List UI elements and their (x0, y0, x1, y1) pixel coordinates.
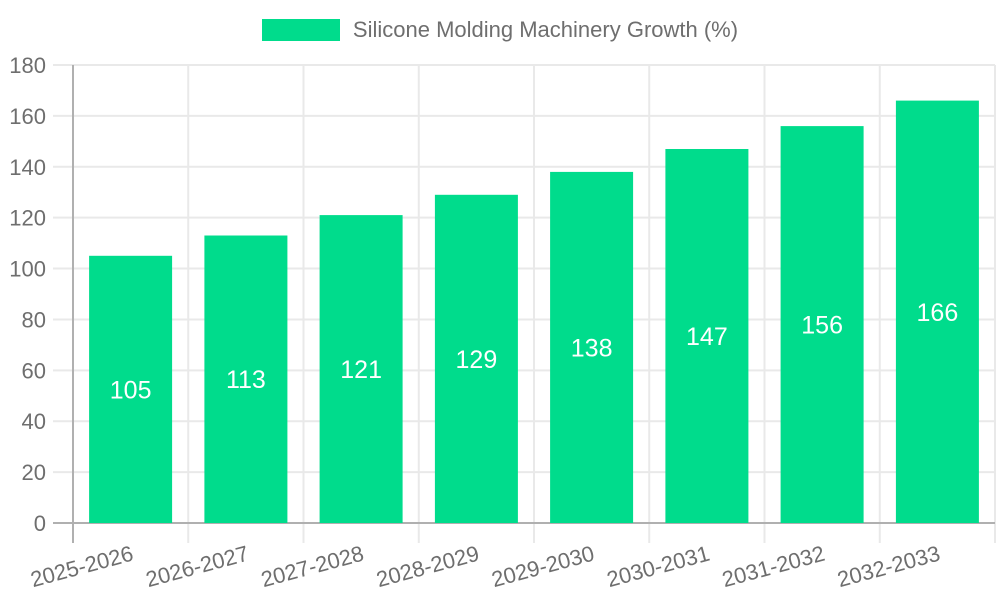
legend-marker-swatch (261, 19, 340, 41)
bar-value-label: 166 (917, 299, 959, 327)
bar-value-label: 121 (340, 356, 382, 384)
bar-value-label: 113 (226, 366, 266, 394)
legend-label: Silicone Molding Machinery Growth (%) (352, 17, 739, 42)
y-tick-label: 120 (9, 206, 46, 231)
legend[interactable]: Silicone Molding Machinery Growth (%) (0, 17, 1000, 43)
y-tick-label: 140 (9, 155, 46, 180)
y-tick-label: 40 (22, 409, 46, 434)
bar-value-label: 129 (456, 346, 498, 374)
x-tick-label: 2026-2027 (143, 541, 251, 592)
x-tick-label: 2030-2031 (604, 541, 712, 592)
bar[interactable] (204, 235, 288, 524)
x-tick-label: 2031-2032 (719, 541, 827, 592)
y-tick-label: 80 (22, 307, 46, 332)
x-tick-label: 2032-2033 (835, 541, 943, 592)
y-tick-label: 100 (9, 257, 46, 282)
bar[interactable] (319, 215, 403, 523)
y-tick-label: 60 (22, 358, 46, 383)
bar[interactable] (550, 171, 634, 523)
bar[interactable] (665, 149, 749, 523)
x-tick-label: 2027-2028 (258, 541, 366, 592)
bar[interactable] (780, 126, 864, 523)
x-tick-label: 2025-2026 (28, 541, 136, 592)
bar-value-label: 156 (801, 312, 843, 340)
x-tick-label: 2028-2029 (374, 541, 482, 592)
x-tick-label: 2029-2030 (489, 541, 597, 592)
bar-value-label: 147 (686, 323, 728, 351)
y-tick-label: 20 (22, 460, 46, 485)
y-tick-label: 0 (34, 511, 46, 536)
bar-value-label: 138 (571, 334, 613, 362)
y-tick-label: 160 (9, 104, 46, 129)
bar[interactable] (434, 194, 518, 524)
y-tick-label: 180 (9, 53, 46, 78)
bar-value-label: 105 (110, 376, 152, 404)
bar[interactable] (895, 100, 979, 523)
bar[interactable] (89, 255, 173, 524)
